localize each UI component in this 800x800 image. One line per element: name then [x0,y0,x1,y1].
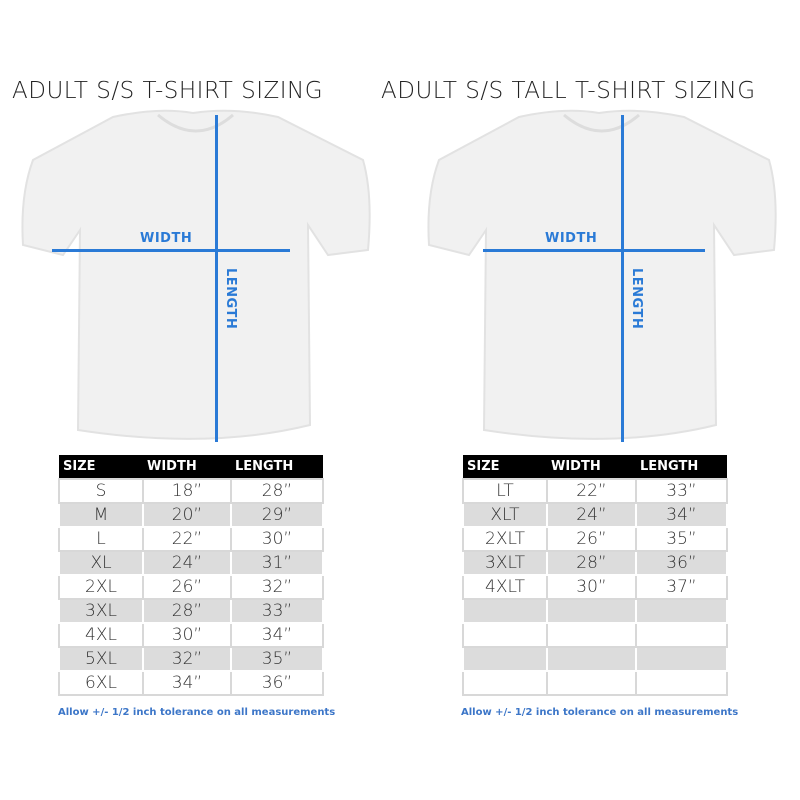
table-cell: 4XL [58,622,144,648]
table-cell: M [58,502,144,528]
size-table: SIZE WIDTH LENGTH S 18” 28” M 20” 29” L 22” 30” XL 2… [58,455,324,696]
table-cell: 18” [142,478,232,504]
table-cell: 34” [230,622,324,648]
chart-title: ADULT S/S TALL T-SHIRT SIZING [381,78,756,104]
table-row: 5XL 32” 35” [58,646,324,672]
column-header: LENGTH [231,455,323,479]
table-cell: 28” [230,478,324,504]
column-header: SIZE [59,455,143,479]
length-label: LENGTH [223,268,238,330]
table-cell: 5XL [58,646,144,672]
tolerance-note: Allow +/- 1/2 inch tolerance on all meas… [461,707,739,718]
table-cell: 28” [546,550,637,576]
table-cell: 28” [142,598,232,624]
table-row [462,622,728,648]
table-cell: 22” [546,478,637,504]
size-table: SIZE WIDTH LENGTH LT 22” 33” XLT 24” 34” 2XLT 26”… [462,455,728,696]
table-row: LT 22” 33” [462,478,728,504]
table-cell: 33” [230,598,324,624]
table-row: XLT 24” 34” [462,502,728,528]
table-cell: 30” [142,622,232,648]
length-line [215,115,218,442]
table-row: 2XLT 26” 35” [462,526,728,552]
width-label: WIDTH [545,231,598,246]
table-cell: LT [462,478,548,504]
table-cell: 35” [230,646,324,672]
table-row: S 18” 28” [58,478,324,504]
width-line [52,249,290,252]
table-cell [546,598,637,624]
table-cell: 36” [230,670,324,696]
table-cell: 6XL [58,670,144,696]
table-cell: 24” [142,550,232,576]
table-cell: 22” [142,526,232,552]
table-row [462,670,728,696]
table-cell: 20” [142,502,232,528]
table-cell: 36” [635,550,728,576]
table-cell [462,622,548,648]
table-cell: L [58,526,144,552]
table-cell: 31” [230,550,324,576]
table-cell: 37” [635,574,728,600]
chart-title: ADULT S/S T-SHIRT SIZING [12,78,324,104]
table-cell: 35” [635,526,728,552]
table-cell [546,670,637,696]
table-cell [462,598,548,624]
table-row [462,646,728,672]
width-line [483,249,705,252]
table-header: SIZE WIDTH LENGTH [463,455,727,479]
table-row: 4XL 30” 34” [58,622,324,648]
table-cell: XLT [462,502,548,528]
table-cell: XL [58,550,144,576]
width-label: WIDTH [140,231,193,246]
table-cell: 26” [142,574,232,600]
table-cell: 4XLT [462,574,548,600]
column-header: WIDTH [547,455,636,479]
table-cell: 32” [142,646,232,672]
table-cell [635,670,728,696]
table-cell: 26” [546,526,637,552]
t-shirt-image [427,109,777,440]
table-cell: 3XL [58,598,144,624]
table-cell: 32” [230,574,324,600]
table-cell [462,646,548,672]
length-line [621,115,624,442]
table-cell: 30” [546,574,637,600]
table-header: SIZE WIDTH LENGTH [59,455,323,479]
t-shirt-image [21,109,371,440]
table-cell [635,622,728,648]
table-row: 6XL 34” 36” [58,670,324,696]
tolerance-note: Allow +/- 1/2 inch tolerance on all meas… [58,707,336,718]
table-cell [635,646,728,672]
table-row: XL 24” 31” [58,550,324,576]
table-cell [462,670,548,696]
table-cell [546,646,637,672]
column-header: LENGTH [636,455,727,479]
table-cell [546,622,637,648]
column-header: WIDTH [143,455,231,479]
table-cell: 24” [546,502,637,528]
table-row: 4XLT 30” 37” [462,574,728,600]
table-cell: 2XLT [462,526,548,552]
table-cell: S [58,478,144,504]
table-cell: 29” [230,502,324,528]
table-cell: 33” [635,478,728,504]
table-row: 3XL 28” 33” [58,598,324,624]
table-row: M 20” 29” [58,502,324,528]
length-label: LENGTH [629,268,644,330]
table-row: 2XL 26” 32” [58,574,324,600]
table-cell [635,598,728,624]
table-cell: 34” [142,670,232,696]
table-row [462,598,728,624]
table-cell: 34” [635,502,728,528]
table-cell: 3XLT [462,550,548,576]
column-header: SIZE [463,455,547,479]
table-cell: 30” [230,526,324,552]
table-cell: 2XL [58,574,144,600]
table-row: 3XLT 28” 36” [462,550,728,576]
table-row: L 22” 30” [58,526,324,552]
